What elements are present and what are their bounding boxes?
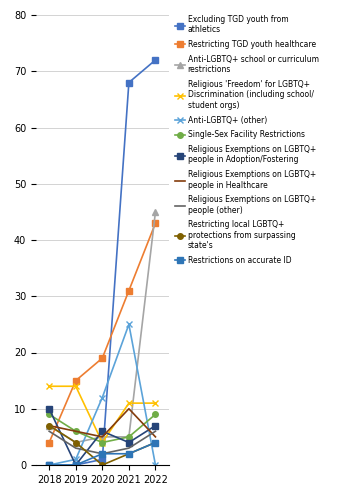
Restricting local LGBTQ+
protections from surpassing
state's	[100, 462, 104, 468]
Restricting TGD youth healthcare	[47, 440, 51, 446]
Religious 'Freedom' for LGBTQ+
Discrimination (including school/
student orgs)	[74, 383, 78, 389]
Line: Religious Exemptions on LGBTQ+
people in Healthcare: Religious Exemptions on LGBTQ+ people in…	[49, 409, 155, 437]
Excluding TGD youth from
athletics	[153, 57, 158, 63]
Line: Religious Exemptions on LGBTQ+
people in Adoption/Fostering: Religious Exemptions on LGBTQ+ people in…	[46, 406, 158, 468]
Religious Exemptions on LGBTQ+
people in Healthcare	[153, 434, 158, 440]
Line: Religious 'Freedom' for LGBTQ+
Discrimination (including school/
student orgs): Religious 'Freedom' for LGBTQ+ Discrimin…	[46, 384, 158, 446]
Religious Exemptions on LGBTQ+
people (other)	[127, 445, 131, 451]
Excluding TGD youth from
athletics	[47, 462, 51, 468]
Religious Exemptions on LGBTQ+
people in Healthcare	[100, 434, 104, 440]
Religious Exemptions on LGBTQ+
people in Adoption/Fostering	[153, 422, 158, 428]
Religious Exemptions on LGBTQ+
people (other)	[153, 428, 158, 434]
Excluding TGD youth from
athletics	[100, 456, 104, 462]
Anti-LGBTQ+ school or curriculum
restrictions	[47, 422, 51, 428]
Religious Exemptions on LGBTQ+
people in Adoption/Fostering	[74, 462, 78, 468]
Religious Exemptions on LGBTQ+
people in Adoption/Fostering	[127, 440, 131, 446]
Anti-LGBTQ+ school or curriculum
restrictions	[153, 209, 158, 215]
Excluding TGD youth from
athletics	[127, 80, 131, 86]
Religious 'Freedom' for LGBTQ+
Discrimination (including school/
student orgs)	[127, 400, 131, 406]
Religious Exemptions on LGBTQ+
people (other)	[100, 451, 104, 457]
Anti-LGBTQ+ school or curriculum
restrictions	[127, 434, 131, 440]
Religious 'Freedom' for LGBTQ+
Discrimination (including school/
student orgs)	[153, 400, 158, 406]
Anti-LGBTQ+ (other)	[74, 456, 78, 462]
Religious Exemptions on LGBTQ+
people in Healthcare	[47, 422, 51, 428]
Religious Exemptions on LGBTQ+
people (other)	[47, 428, 51, 434]
Line: Single-Sex Facility Restrictions: Single-Sex Facility Restrictions	[46, 412, 158, 446]
Line: Restricting local LGBTQ+
protections from surpassing
state's: Restricting local LGBTQ+ protections fro…	[46, 423, 158, 468]
Restricting local LGBTQ+
protections from surpassing
state's	[47, 422, 51, 428]
Line: Anti-LGBTQ+ (other): Anti-LGBTQ+ (other)	[46, 322, 158, 468]
Anti-LGBTQ+ school or curriculum
restrictions	[74, 440, 78, 446]
Restricting local LGBTQ+
protections from surpassing
state's	[153, 440, 158, 446]
Anti-LGBTQ+ (other)	[153, 462, 158, 468]
Single-Sex Facility Restrictions	[100, 440, 104, 446]
Line: Restricting TGD youth healthcare: Restricting TGD youth healthcare	[46, 220, 158, 446]
Excluding TGD youth from
athletics	[74, 462, 78, 468]
Line: Restrictions on accurate ID: Restrictions on accurate ID	[46, 440, 158, 468]
Religious Exemptions on LGBTQ+
people in Adoption/Fostering	[100, 428, 104, 434]
Restrictions on accurate ID	[74, 462, 78, 468]
Religious Exemptions on LGBTQ+
people in Healthcare	[74, 428, 78, 434]
Single-Sex Facility Restrictions	[74, 428, 78, 434]
Single-Sex Facility Restrictions	[153, 412, 158, 418]
Restrictions on accurate ID	[100, 451, 104, 457]
Religious Exemptions on LGBTQ+
people (other)	[74, 445, 78, 451]
Line: Excluding TGD youth from
athletics: Excluding TGD youth from athletics	[46, 57, 158, 468]
Single-Sex Facility Restrictions	[127, 434, 131, 440]
Restrictions on accurate ID	[153, 440, 158, 446]
Restricting local LGBTQ+
protections from surpassing
state's	[127, 451, 131, 457]
Line: Religious Exemptions on LGBTQ+
people (other): Religious Exemptions on LGBTQ+ people (o…	[49, 431, 155, 454]
Line: Anti-LGBTQ+ school or curriculum
restrictions: Anti-LGBTQ+ school or curriculum restric…	[46, 209, 158, 446]
Restricting TGD youth healthcare	[74, 378, 78, 384]
Religious Exemptions on LGBTQ+
people in Healthcare	[127, 406, 131, 412]
Restrictions on accurate ID	[127, 451, 131, 457]
Anti-LGBTQ+ (other)	[127, 322, 131, 328]
Religious 'Freedom' for LGBTQ+
Discrimination (including school/
student orgs)	[100, 440, 104, 446]
Anti-LGBTQ+ (other)	[47, 462, 51, 468]
Religious 'Freedom' for LGBTQ+
Discrimination (including school/
student orgs)	[47, 383, 51, 389]
Restricting TGD youth healthcare	[100, 355, 104, 361]
Anti-LGBTQ+ (other)	[100, 394, 104, 400]
Restrictions on accurate ID	[47, 462, 51, 468]
Legend: Excluding TGD youth from
athletics, Restricting TGD youth healthcare, Anti-LGBTQ: Excluding TGD youth from athletics, Rest…	[175, 15, 318, 265]
Restricting TGD youth healthcare	[153, 220, 158, 226]
Restricting TGD youth healthcare	[127, 288, 131, 294]
Anti-LGBTQ+ school or curriculum
restrictions	[100, 434, 104, 440]
Restricting local LGBTQ+
protections from surpassing
state's	[74, 440, 78, 446]
Single-Sex Facility Restrictions	[47, 412, 51, 418]
Religious Exemptions on LGBTQ+
people in Adoption/Fostering	[47, 406, 51, 412]
